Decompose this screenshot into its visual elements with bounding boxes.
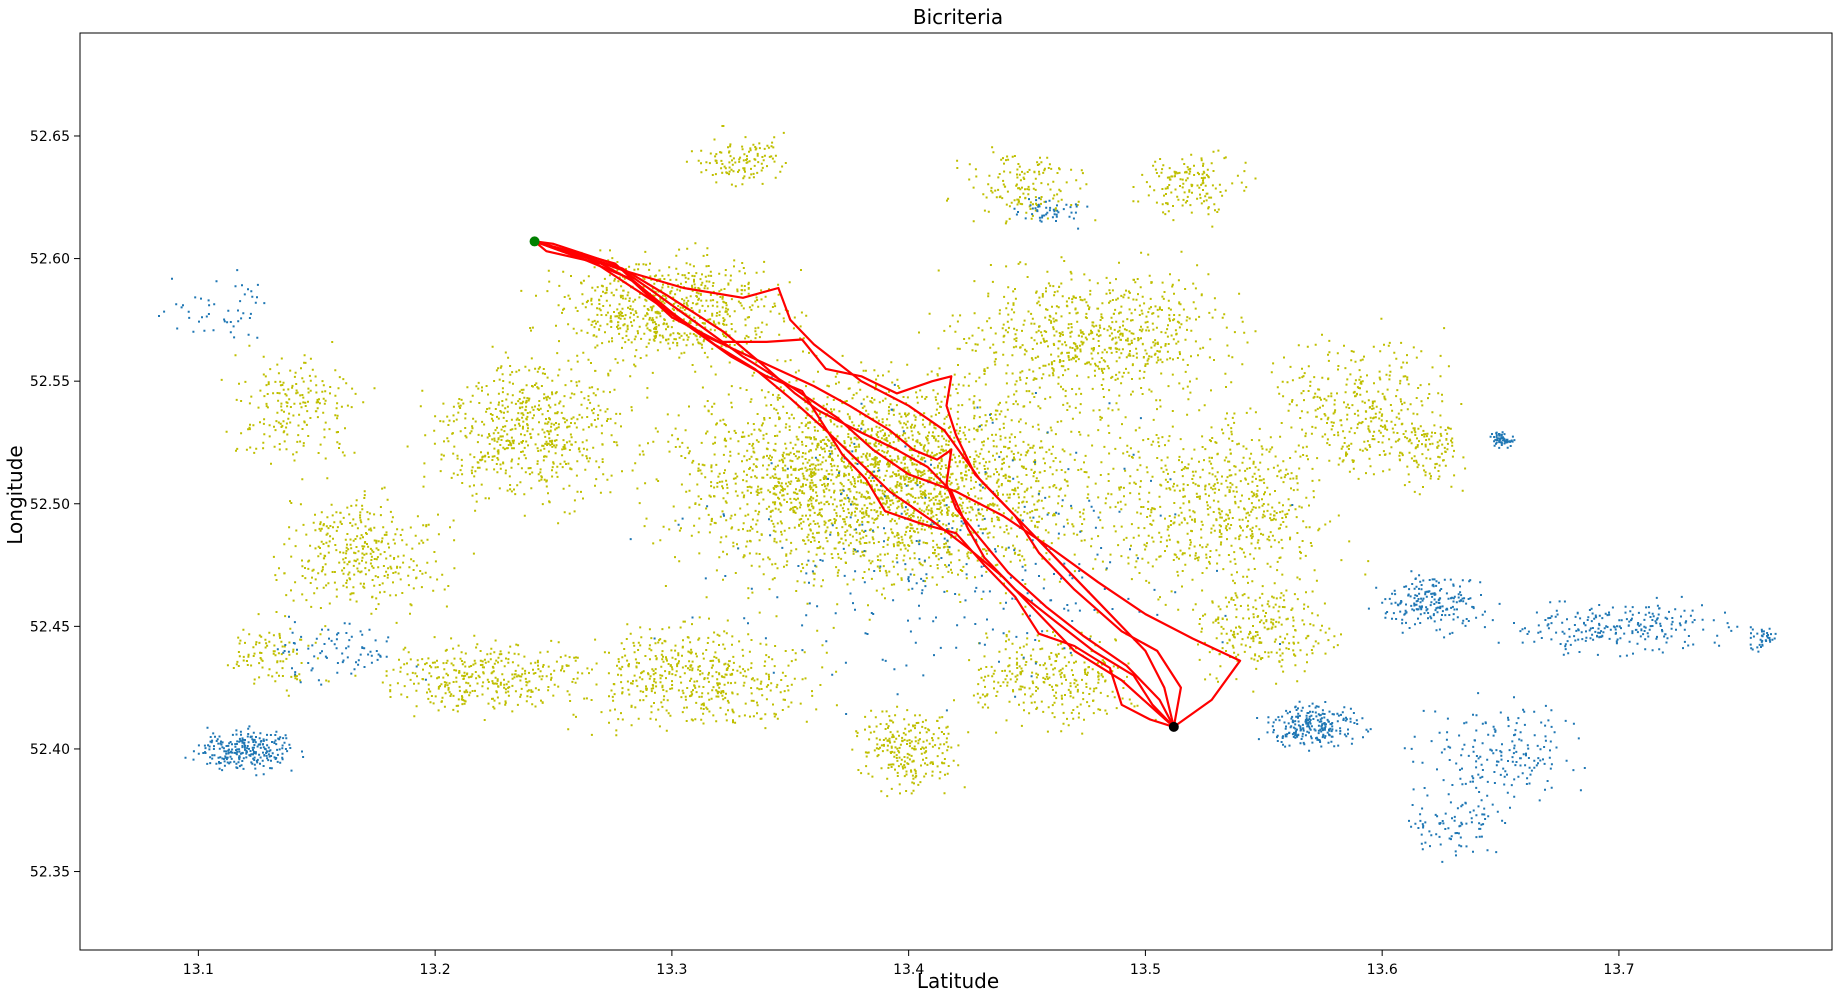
routes-series (533, 240, 1242, 728)
x-tick-label: 13.4 (893, 962, 924, 978)
chart-title: Bicriteria (913, 5, 1003, 29)
y-tick-label: 52.55 (30, 374, 70, 390)
plot-frame (79, 32, 1833, 951)
y-axis-ticks: 52.35 52.40 52.45 52.50 52.55 52.60 52.65 (30, 129, 80, 881)
x-axis-ticks: 13.1 13.2 13.3 13.4 13.5 13.6 13.7 (183, 950, 1635, 978)
explored-node-points (220, 125, 1467, 798)
plot-area (79, 32, 1833, 951)
unexplored-node-points (158, 197, 1777, 863)
route-line-1 (534, 240, 1242, 728)
x-tick-label: 13.1 (183, 962, 214, 978)
x-tick-label: 13.7 (1603, 962, 1634, 978)
endpoint-markers (529, 236, 1179, 732)
start-point-marker (529, 236, 540, 247)
x-tick-label: 13.5 (1130, 962, 1161, 978)
y-tick-label: 52.45 (30, 619, 70, 635)
route-line-3 (534, 240, 1183, 728)
route-line-6 (534, 240, 1175, 728)
x-tick-label: 13.2 (420, 962, 451, 978)
explored-nodes-series (220, 125, 1467, 798)
y-axis-title: Longitude (3, 445, 27, 544)
y-tick-label: 52.35 (30, 865, 70, 881)
y-tick-label: 52.40 (30, 742, 70, 758)
y-tick-label: 52.60 (30, 252, 70, 268)
x-tick-label: 13.6 (1367, 962, 1398, 978)
x-axis-title: Latitude (917, 969, 999, 993)
route-line-5 (534, 240, 1175, 728)
y-tick-label: 52.65 (30, 129, 70, 145)
x-tick-label: 13.3 (656, 962, 687, 978)
target-point-marker (1168, 721, 1179, 732)
unexplored-nodes-series (158, 197, 1777, 863)
y-tick-label: 52.50 (30, 497, 70, 513)
route-line-7 (534, 240, 1175, 728)
